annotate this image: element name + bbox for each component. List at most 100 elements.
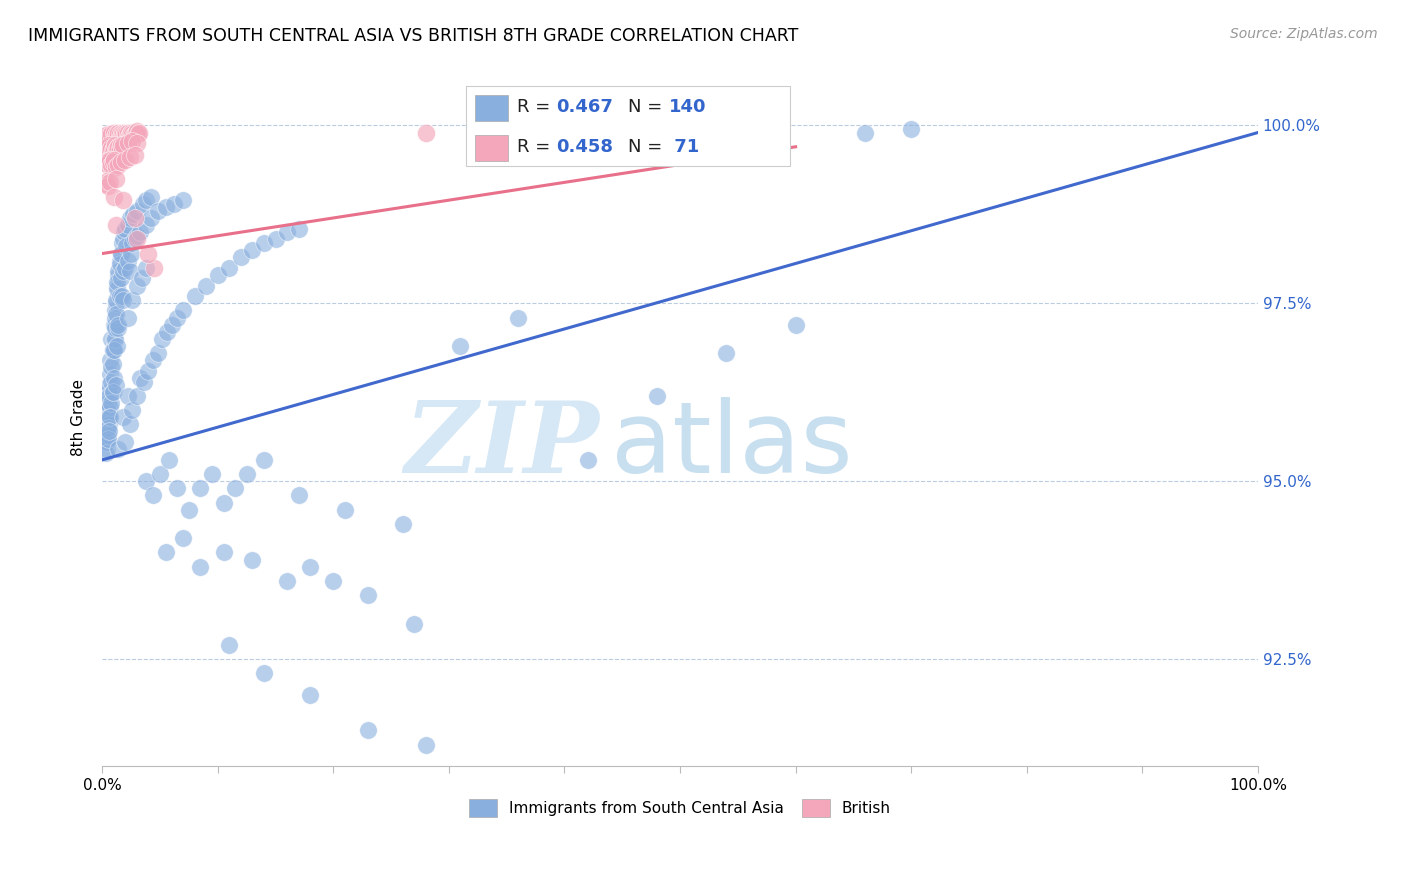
Point [157,453,180,467]
Text: 71: 71 [668,138,700,156]
Point [125,232,148,246]
Point [253,666,276,681]
Point [111,232,134,246]
Point [103,343,125,357]
Point [101,343,124,357]
Point [276,574,298,588]
Point [900,122,922,136]
Point [107,318,129,332]
Point [111,410,134,425]
Point [98,425,121,439]
Point [111,264,134,278]
Point [415,126,437,140]
Point [97,428,120,442]
Point [242,552,264,566]
Point [163,196,186,211]
Point [118,417,141,432]
Point [107,158,129,172]
Point [212,545,235,559]
Point [110,246,132,260]
Point [139,211,162,225]
Point [98,155,121,169]
Point [146,203,169,218]
Point [105,160,128,174]
Point [100,141,122,155]
Point [105,378,128,392]
Point [108,257,131,271]
Point [108,127,131,141]
Point [125,389,148,403]
Point [129,225,152,239]
Point [172,531,194,545]
Text: ZIP: ZIP [404,397,599,493]
Point [183,289,205,303]
Text: R =: R = [517,98,557,116]
Point [98,129,121,144]
Point [96,435,118,450]
Point [103,318,125,332]
Point [131,271,153,285]
Point [155,545,177,559]
Point [107,264,129,278]
Point [104,138,127,153]
Point [100,360,122,375]
Point [404,616,426,631]
Point [96,154,118,169]
Point [100,127,122,141]
Point [107,140,129,154]
Point [121,235,143,250]
Point [142,353,165,368]
Point [142,488,165,502]
Point [287,221,309,235]
Point [229,250,252,264]
Point [125,228,148,243]
Point [114,435,136,450]
Point [218,638,240,652]
Point [105,144,128,158]
Point [108,253,131,268]
Point [97,127,120,141]
Text: 0.467: 0.467 [557,98,613,116]
Point [100,396,122,410]
Point [322,574,344,588]
Point [104,321,127,335]
Point [98,138,121,153]
Point [104,303,127,318]
Point [112,225,135,239]
Point [195,278,218,293]
Point [138,246,160,260]
Point [121,127,143,141]
Point [122,129,145,144]
Point [105,278,128,293]
Point [131,196,153,211]
Point [645,389,668,403]
Point [98,353,121,368]
Point [111,141,134,155]
Point [212,495,235,509]
Point [105,218,128,232]
Point [105,141,128,155]
Point [155,200,177,214]
Point [111,193,134,207]
Point [111,126,134,140]
Point [124,211,146,225]
Text: Source: ZipAtlas.com: Source: ZipAtlas.com [1230,27,1378,41]
Point [110,155,132,169]
Point [415,738,437,752]
Point [125,124,148,138]
Point [156,325,179,339]
Point [120,246,142,260]
Point [104,318,127,332]
Point [124,232,146,246]
Point [105,275,128,289]
Text: N =: N = [628,138,668,156]
Point [201,467,224,482]
Point [177,502,200,516]
Point [117,218,139,232]
Point [118,127,141,141]
Legend: Immigrants from South Central Asia, British: Immigrants from South Central Asia, Brit… [461,791,898,824]
Point [235,467,257,482]
Point [96,442,118,457]
Point [118,211,141,225]
Point [97,432,120,446]
